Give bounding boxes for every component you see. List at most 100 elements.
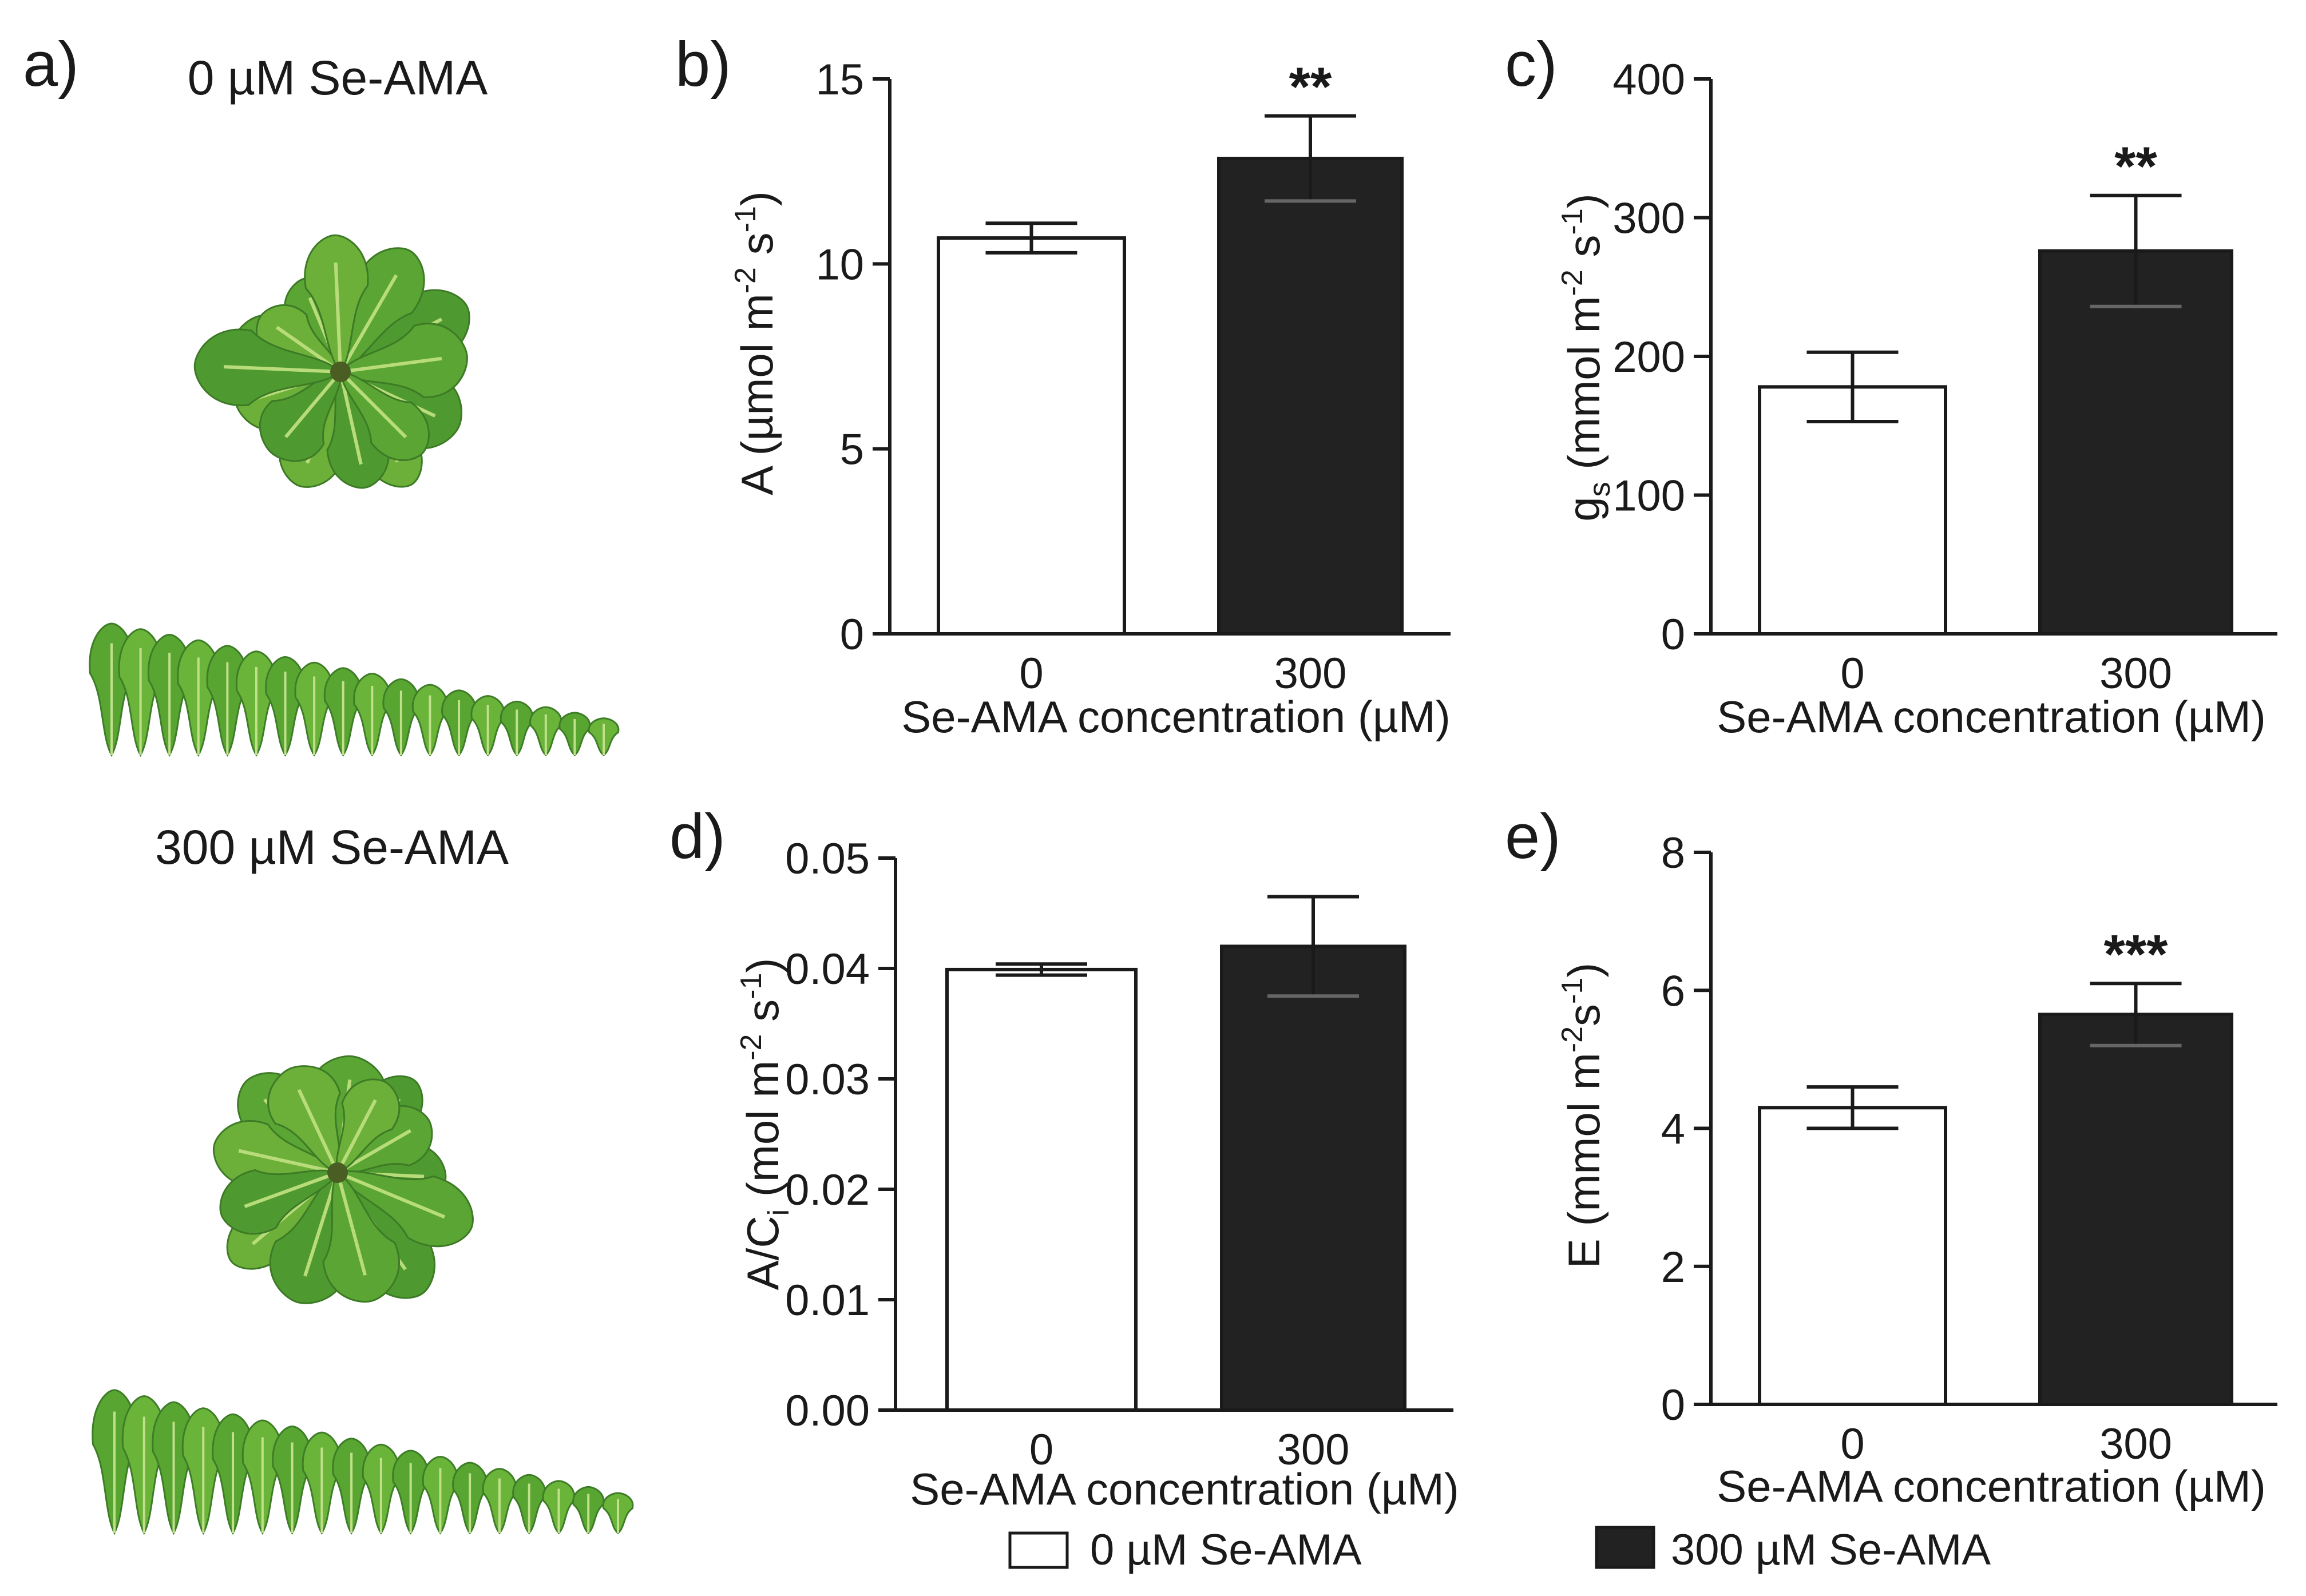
rosette-leaf-midrib xyxy=(339,274,398,373)
panel-a: a) 0 µM Se-AMA 300 µM Se-AMA xyxy=(23,29,634,1535)
rosette-leaf-midrib xyxy=(339,371,363,465)
chart-b-xtick-label-300: 300 xyxy=(1274,649,1347,698)
detached-leaf xyxy=(323,667,363,757)
chart-d-ytick-label: 0.03 xyxy=(785,1055,870,1104)
chart-d-xtick-label-0: 0 xyxy=(1029,1426,1053,1474)
detached-leaf xyxy=(452,1462,488,1535)
detached-leaf xyxy=(470,695,505,757)
chart-c-ytick-label: 100 xyxy=(1612,472,1685,521)
rosette-leaf xyxy=(339,370,430,462)
chart-e-ytick-label: 4 xyxy=(1661,1105,1685,1154)
leaf-row-photo-treated xyxy=(92,1389,634,1535)
chart-c-stomatal-conductance: c) gs (mmol m-2 s-1) Se-AMA concentratio… xyxy=(1505,29,2277,742)
rosette-leaf-blade xyxy=(267,1065,341,1174)
rosette-leaf-blade xyxy=(335,1078,401,1174)
legend-label-treated: 300 µM Se-AMA xyxy=(1671,1526,1991,1574)
chart-b-xlabel: Se-AMA concentration (µM) xyxy=(901,692,1451,742)
chart-c-ylabel: gs (mmol m-2 s-1) xyxy=(1556,193,1616,522)
chart-b-ytick-label: 15 xyxy=(815,55,864,104)
detached-leaf xyxy=(294,661,334,757)
detached-leaf xyxy=(422,1455,459,1535)
rosette-center xyxy=(327,1162,348,1183)
detached-leaf xyxy=(392,1450,430,1535)
rosette-leaf-midrib xyxy=(224,365,341,374)
leaf-row-photo-control xyxy=(89,622,620,757)
legend-swatch-control xyxy=(1008,1531,1069,1569)
rosette-leaf-midrib xyxy=(336,1171,446,1219)
detached-leaf xyxy=(362,1443,401,1535)
chart-d-ytick-label: 0.00 xyxy=(785,1387,870,1435)
rosette-leaf xyxy=(339,323,468,398)
rosette-leaf-midrib xyxy=(297,1089,339,1174)
rosette-leaf xyxy=(219,1169,339,1235)
chart-d-a-over-ci: d) A/Ci (mol m-2 s-1) Se-AMA concentrati… xyxy=(669,801,1459,1514)
chart-b-ytick-label: 5 xyxy=(840,426,864,474)
chart-c-ytick-label: 400 xyxy=(1612,55,1685,104)
chart-b-significance-300: ** xyxy=(1289,57,1332,118)
rosette-leaf xyxy=(267,1065,341,1174)
rosette-leaf xyxy=(259,371,342,462)
detached-leaf xyxy=(272,1426,312,1535)
panel-label-c: c) xyxy=(1505,29,1558,100)
legend: 0 µM Se-AMA 300 µM Se-AMA xyxy=(1008,1526,1991,1574)
chart-c-xlabel: Se-AMA concentration (µM) xyxy=(1717,692,2266,742)
rosette-leaf-midrib xyxy=(244,1171,339,1208)
chart-d-ytick-label: 0.04 xyxy=(785,945,870,994)
chart-c-bar-300 xyxy=(2038,249,2233,636)
chart-c-ytick-label: 0 xyxy=(1661,610,1685,659)
rosette-leaf-midrib xyxy=(238,1149,338,1174)
detached-leaf xyxy=(302,1431,342,1535)
rosette-leaf-blade xyxy=(339,323,468,398)
legend-swatch-treated xyxy=(1595,1526,1655,1569)
rosette-leaf-blade xyxy=(322,1171,400,1303)
chart-e-ytick-label: 6 xyxy=(1661,967,1685,1015)
detached-leaf xyxy=(512,1474,546,1535)
detached-leaf xyxy=(572,1486,605,1535)
panel-label-d: d) xyxy=(669,801,726,872)
rosette-photo-control xyxy=(193,234,470,489)
rosette-leaf xyxy=(326,370,390,489)
detached-leaf xyxy=(265,656,306,757)
detached-leaf xyxy=(353,673,391,757)
rosette-leaf-midrib xyxy=(339,370,407,439)
rosette-photo-treated xyxy=(212,1055,474,1304)
detached-leaf xyxy=(441,689,477,757)
rosette-leaf-midrib xyxy=(336,1172,367,1276)
panel-label-b: b) xyxy=(675,29,731,100)
chart-c-ytick-label: 300 xyxy=(1612,194,1685,243)
detached-leaf xyxy=(382,678,420,757)
chart-d-bar-0 xyxy=(945,967,1138,1412)
legend-label-control: 0 µM Se-AMA xyxy=(1090,1526,1362,1574)
detached-leaf xyxy=(212,1413,254,1535)
chart-b-bar-300 xyxy=(1217,157,1404,636)
chart-e-ytick-label: 0 xyxy=(1661,1381,1685,1430)
chart-b-ylabel: A (µmol m-2 s-1) xyxy=(729,191,782,495)
chart-b-bar-0 xyxy=(937,236,1126,636)
chart-e-significance-300: *** xyxy=(2103,924,2168,985)
detached-leaf xyxy=(235,650,278,757)
rosette-leaf xyxy=(193,328,342,407)
photo-title-treated: 300 µM Se-AMA xyxy=(155,820,509,874)
chart-e-ytick-label: 2 xyxy=(1661,1243,1685,1292)
rosette-leaf-blade xyxy=(336,1170,474,1248)
rosette-leaf-midrib xyxy=(336,1099,377,1174)
chart-c-significance-300: ** xyxy=(2114,136,2157,197)
rosette-center xyxy=(330,362,351,382)
rosette-leaf xyxy=(336,1170,474,1248)
chart-d-xtick-label-300: 300 xyxy=(1277,1426,1350,1474)
chart-d-ytick-label: 0.05 xyxy=(785,835,870,883)
chart-c-xtick-label-0: 0 xyxy=(1840,649,1864,698)
rosette-leaf xyxy=(322,1171,400,1303)
chart-d-bar-300 xyxy=(1220,944,1406,1412)
rosette-leaf-midrib xyxy=(284,371,342,438)
chart-e-bar-300 xyxy=(2038,1013,2233,1406)
chart-d-xlabel: Se-AMA concentration (µM) xyxy=(910,1464,1459,1514)
detached-leaf xyxy=(482,1468,517,1535)
detached-leaf xyxy=(411,684,449,757)
chart-b-ytick-label: 0 xyxy=(840,610,864,659)
chart-b-photosynthesis: b) A (µmol m-2 s-1) Se-AMA concentration… xyxy=(675,29,1451,742)
chart-e-xtick-label-0: 0 xyxy=(1840,1420,1864,1468)
rosette-leaf-blade xyxy=(219,1169,339,1235)
chart-e-xtick-label-300: 300 xyxy=(2099,1420,2172,1468)
rosette-leaf xyxy=(335,1078,401,1174)
